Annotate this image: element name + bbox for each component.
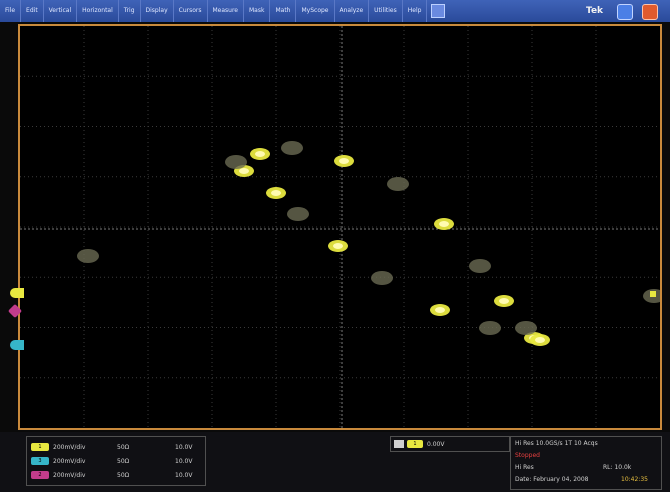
channel-offset: 10.0V [175,471,193,479]
menu-item-horizontal[interactable]: Horizontal [77,0,119,22]
menu-item-edit[interactable]: Edit [21,0,44,22]
constellation-point [469,259,491,273]
channel-badge: 2 [31,471,49,479]
status-bar [0,432,670,492]
channel-scale: 200mV/div [53,443,86,451]
menu-item-measure[interactable]: Measure [208,0,244,22]
channel-1-ground-marker[interactable] [10,288,24,298]
constellation-point [225,155,247,169]
acquisition-mode: Hi Res 10.0GS/s 1T 10 Acqs [515,440,598,447]
menu-item-file[interactable]: File [0,0,22,22]
menu-item-trig[interactable]: Trig [119,0,141,22]
date-readout: Date: February 04, 2008 [515,476,589,483]
channel-badge: 1 [31,443,49,451]
constellation-point-core [499,298,509,304]
trigger-channel-badge: 1 [407,440,423,448]
menu-item-myscope[interactable]: MyScope [296,0,335,22]
menu-item-vertical[interactable]: Vertical [44,0,78,22]
constellation-point-core [255,151,265,157]
menu-item-mask[interactable]: Mask [244,0,271,22]
constellation-point [515,321,537,335]
time-readout: 10:42:35 [621,476,648,483]
menu-item-utilities[interactable]: Utilities [369,0,403,22]
trigger-readout[interactable]: 1 0.00V [390,436,510,452]
channel-coupling: 50Ω [117,443,130,451]
constellation-point-core [435,307,445,313]
constellation-point [371,271,393,285]
constellation-point-core [439,221,449,227]
brand-logo: Tek [586,6,604,16]
menu-item-analyze[interactable]: Analyze [335,0,370,22]
trigger-level: 0.00V [427,440,445,448]
channel-offset: 10.0V [175,457,193,465]
constellation-point-core [333,243,343,249]
close-button[interactable] [642,4,658,20]
trigger-level-marker[interactable] [650,291,656,297]
channel-scale: 200mV/div [53,457,86,465]
record-length: RL: 10.0k [603,464,632,471]
menu-bar: File Edit Vertical Horizontal Trig Display Cur… [0,0,670,22]
channel-readouts: 1 200mV/div 50Ω 10.0V 3 200mV/div 50Ω 10… [26,436,206,486]
constellation-point [479,321,501,335]
constellation-point-core [339,158,349,164]
constellation-point-core [535,337,545,343]
acquisition-readout[interactable]: Hi Res 10.0GS/s 1T 10 Acqs Stopped Hi Re… [510,436,662,490]
channel-coupling: 50Ω [117,471,130,479]
run-status: Stopped [515,452,540,459]
constellation-point [287,207,309,221]
constellation-point [387,177,409,191]
constellation-point-core [271,190,281,196]
graticule-grid [20,26,660,428]
menu-item-help[interactable]: Help [403,0,428,22]
constellation-point [77,249,99,263]
channel-3-ground-marker[interactable] [10,340,24,350]
channel-row[interactable]: 2 200mV/div 50Ω 10.0V [31,469,233,481]
constellation-point [281,141,303,155]
minimize-button[interactable] [617,4,633,20]
menu-item-cursors[interactable]: Cursors [174,0,208,22]
channel-badge: 3 [31,457,49,465]
menu-item-display[interactable]: Display [141,0,174,22]
channel-row[interactable]: 1 200mV/div 50Ω 10.0V [31,441,233,453]
help-icon[interactable] [431,4,446,18]
trigger-icon [394,440,404,448]
acquisition-type: Hi Res [515,464,534,471]
constellation-points [77,141,660,346]
waveform-display[interactable] [18,24,662,430]
channel-scale: 200mV/div [53,471,86,479]
channel-row[interactable]: 3 200mV/div 50Ω 10.0V [31,455,233,467]
channel-offset: 10.0V [175,443,193,451]
menu-item-math[interactable]: Math [270,0,297,22]
constellation-point-core [239,168,249,174]
channel-coupling: 50Ω [117,457,130,465]
